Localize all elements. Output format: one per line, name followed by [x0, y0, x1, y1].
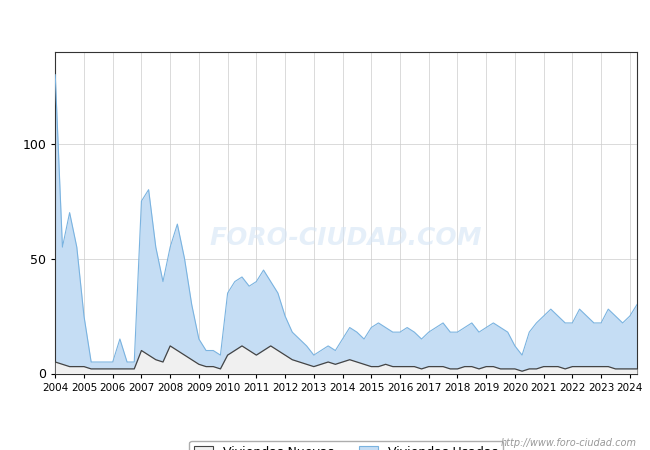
- Text: FORO-CIUDAD.COM: FORO-CIUDAD.COM: [210, 226, 482, 250]
- Text: http://www.foro-ciudad.com: http://www.foro-ciudad.com: [501, 438, 637, 448]
- Legend: Viviendas Nuevas, Viviendas Usadas: Viviendas Nuevas, Viviendas Usadas: [189, 441, 503, 450]
- Text: Coria - Evolucion del Nº de Transacciones Inmobiliarias: Coria - Evolucion del Nº de Transaccione…: [104, 16, 546, 31]
